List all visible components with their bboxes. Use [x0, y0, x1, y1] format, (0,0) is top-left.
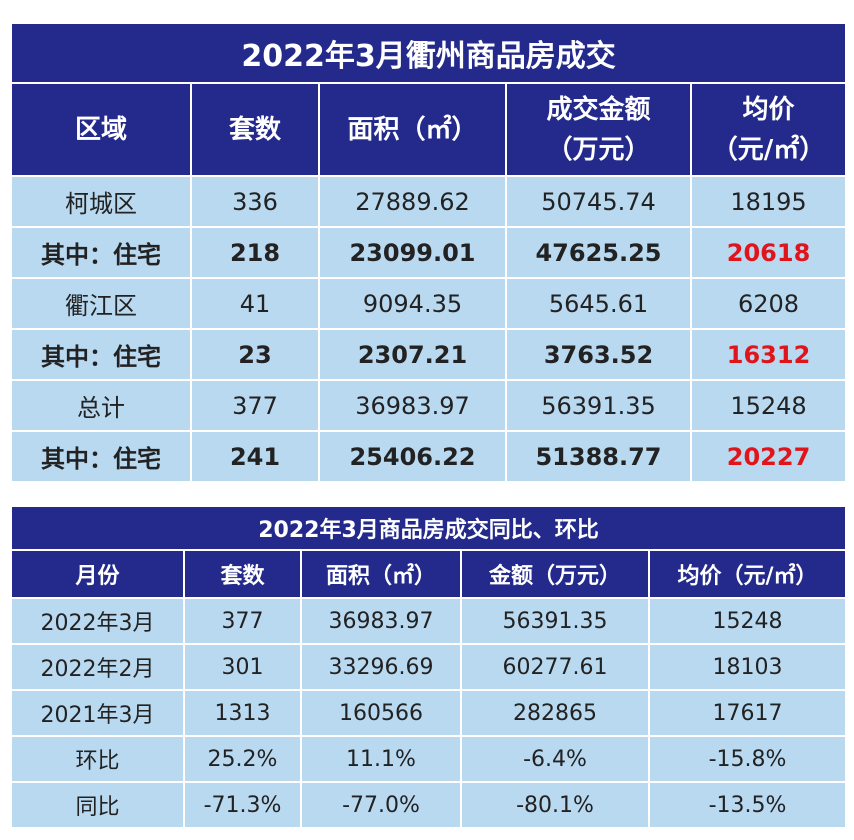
cell: 36983.97 — [300, 597, 462, 645]
header-cell: 金额（万元） — [460, 549, 650, 599]
data-row: 衢江区 41 9094.35 5645.61 6208 — [10, 277, 848, 330]
cell: 其中：住宅 — [10, 328, 192, 381]
table-title: 2022年3月商品房成交同比、环比 — [9, 505, 848, 551]
title-row: 2022年3月商品房成交同比、环比 — [9, 505, 848, 551]
table-title: 2022年3月衢州商品房成交 — [9, 22, 848, 84]
cell: 23 — [190, 328, 320, 381]
header-cell: 均价（元/㎡） — [647, 549, 848, 599]
data-row: 柯城区 336 27889.62 50745.74 18195 — [10, 175, 848, 228]
cell: 3763.52 — [505, 328, 692, 381]
cell: 20227 — [689, 430, 848, 483]
cell: 51388.77 — [505, 430, 692, 483]
cell: 377 — [190, 379, 320, 432]
header-row: 区域 套数 面积（㎡） 成交金额 （万元） 均价 （元/㎡） — [10, 82, 848, 177]
data-row: 环比 25.2% 11.1% -6.4% -15.8% — [10, 735, 848, 783]
data-row: 其中：住宅 23 2307.21 3763.52 16312 — [10, 328, 848, 381]
header-cell: 均价 （元/㎡） — [689, 82, 848, 177]
cell: 2307.21 — [318, 328, 507, 381]
cell: 环比 — [10, 735, 185, 783]
cell: 377 — [183, 597, 302, 645]
cell: 27889.62 — [318, 175, 507, 228]
cell: -13.5% — [647, 781, 848, 829]
cell: 20618 — [689, 226, 848, 279]
sales-table: 2022年3月衢州商品房成交 区域 套数 面积（㎡） 成交金额 （万元） 均价 （元/㎡）… — [9, 22, 848, 483]
cell: 56391.35 — [460, 597, 650, 645]
cell: 23099.01 — [318, 226, 507, 279]
cell: 241 — [190, 430, 320, 483]
header-cell: 区域 — [10, 82, 192, 177]
header-cell: 面积（㎡） — [300, 549, 462, 599]
cell: 41 — [190, 277, 320, 330]
cell: 其中：住宅 — [10, 226, 192, 279]
cell: 36983.97 — [318, 379, 507, 432]
cell: 2022年2月 — [10, 643, 185, 691]
cell: 18195 — [689, 175, 848, 228]
cell: 18103 — [647, 643, 848, 691]
cell: 11.1% — [300, 735, 462, 783]
cell: -71.3% — [183, 781, 302, 829]
cell: 56391.35 — [505, 379, 692, 432]
cell: 9094.35 — [318, 277, 507, 330]
cell: -6.4% — [460, 735, 650, 783]
data-row: 其中：住宅 241 25406.22 51388.77 20227 — [10, 430, 848, 483]
header-cell: 成交金额 （万元） — [505, 82, 692, 177]
cell: 282865 — [460, 689, 650, 737]
data-row: 2022年2月 301 33296.69 60277.61 18103 — [10, 643, 848, 691]
cell: 衢江区 — [10, 277, 192, 330]
data-row: 2022年3月 377 36983.97 56391.35 15248 — [10, 597, 848, 645]
cell: 总计 — [10, 379, 192, 432]
title-row: 2022年3月衢州商品房成交 — [9, 22, 848, 84]
cell: 15248 — [689, 379, 848, 432]
cell: 25.2% — [183, 735, 302, 783]
cell: 336 — [190, 175, 320, 228]
cell: 2021年3月 — [10, 689, 185, 737]
data-row: 2021年3月 1313 160566 282865 17617 — [10, 689, 848, 737]
header-cell: 面积（㎡） — [318, 82, 507, 177]
cell: 17617 — [647, 689, 848, 737]
cell: 33296.69 — [300, 643, 462, 691]
cell: 5645.61 — [505, 277, 692, 330]
cell: 6208 — [689, 277, 848, 330]
cell: 其中：住宅 — [10, 430, 192, 483]
cell: 16312 — [689, 328, 848, 381]
data-row: 同比 -71.3% -77.0% -80.1% -13.5% — [10, 781, 848, 829]
header-cell: 月份 — [10, 549, 185, 599]
cell: 15248 — [647, 597, 848, 645]
cell: 2022年3月 — [10, 597, 185, 645]
comparison-table: 2022年3月商品房成交同比、环比 月份 套数 面积（㎡） 金额（万元） 均价（元/㎡） 2… — [9, 505, 848, 829]
cell: 301 — [183, 643, 302, 691]
cell: 1313 — [183, 689, 302, 737]
cell: -77.0% — [300, 781, 462, 829]
cell: 50745.74 — [505, 175, 692, 228]
header-row: 月份 套数 面积（㎡） 金额（万元） 均价（元/㎡） — [10, 549, 848, 599]
cell: 柯城区 — [10, 175, 192, 228]
cell: 47625.25 — [505, 226, 692, 279]
cell: -15.8% — [647, 735, 848, 783]
header-cell: 套数 — [190, 82, 320, 177]
data-row: 总计 377 36983.97 56391.35 15248 — [10, 379, 848, 432]
cell: 160566 — [300, 689, 462, 737]
cell: 218 — [190, 226, 320, 279]
cell: 60277.61 — [460, 643, 650, 691]
cell: 25406.22 — [318, 430, 507, 483]
data-row: 其中：住宅 218 23099.01 47625.25 20618 — [10, 226, 848, 279]
cell: 同比 — [10, 781, 185, 829]
header-cell: 套数 — [183, 549, 302, 599]
cell: -80.1% — [460, 781, 650, 829]
